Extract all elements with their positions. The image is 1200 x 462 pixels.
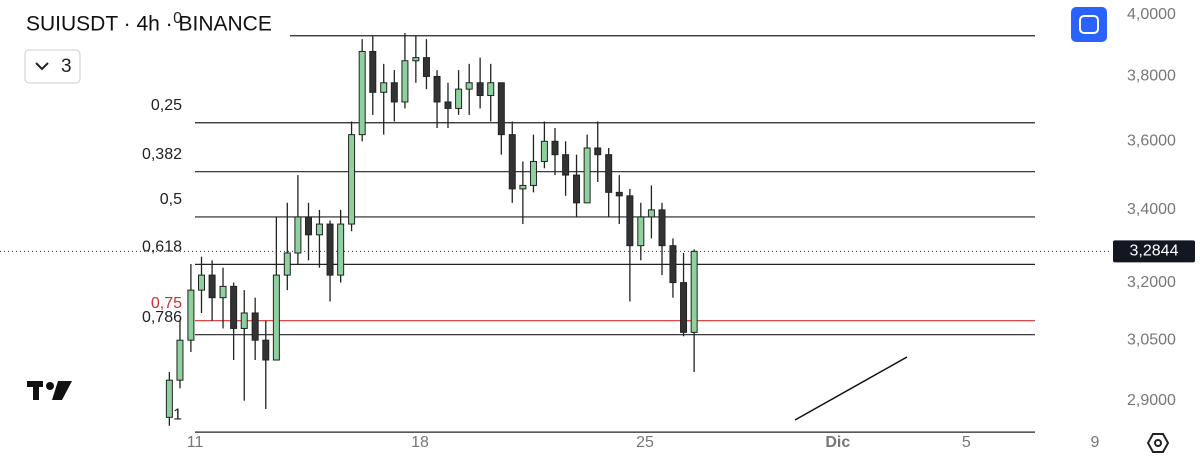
candle-body bbox=[208, 274, 216, 299]
candle-body bbox=[551, 140, 559, 156]
candle-body bbox=[348, 134, 356, 225]
candle-body bbox=[197, 274, 205, 291]
y-tick-label: 3,6000 bbox=[1127, 133, 1176, 150]
candle-body bbox=[529, 160, 537, 186]
candle-body bbox=[669, 245, 677, 284]
x-tick-label: 11 bbox=[187, 434, 204, 451]
candle-body bbox=[573, 174, 581, 204]
fib-level-label: 0,5 bbox=[160, 191, 182, 208]
candle-body bbox=[305, 216, 313, 236]
candle-body bbox=[390, 82, 398, 103]
candle-body bbox=[272, 274, 280, 361]
indicators-toggle[interactable]: 3 bbox=[24, 49, 81, 84]
candle-body bbox=[594, 147, 602, 156]
y-tick-label: 3,2000 bbox=[1127, 274, 1176, 291]
fib-level-label: 0 bbox=[173, 10, 182, 27]
y-tick-label: 4,0000 bbox=[1127, 6, 1176, 23]
candle-body bbox=[583, 147, 591, 204]
fib-level-label: 1 bbox=[173, 406, 182, 423]
y-tick-label: 3,0500 bbox=[1127, 331, 1176, 348]
candle-body bbox=[380, 82, 388, 93]
fib-level-label: 0,618 bbox=[142, 239, 182, 256]
candle-body bbox=[165, 379, 173, 418]
candle-body bbox=[401, 60, 409, 103]
candle-body bbox=[326, 223, 334, 276]
candle-body bbox=[605, 154, 613, 193]
last-price-tag bbox=[1113, 240, 1195, 263]
candle-body bbox=[562, 154, 570, 176]
last-price-label: 3,2844 bbox=[1130, 243, 1179, 260]
candle-body bbox=[358, 50, 366, 136]
candle-body bbox=[444, 101, 452, 109]
candle-body bbox=[315, 223, 323, 236]
candle-body bbox=[487, 82, 495, 97]
x-tick-label: Dic bbox=[825, 434, 850, 451]
candle-body bbox=[497, 82, 505, 136]
candle-body bbox=[240, 312, 248, 329]
candle-body bbox=[219, 285, 227, 299]
logo bbox=[27, 381, 72, 400]
y-tick-label: 3,4000 bbox=[1127, 201, 1176, 218]
candle-body bbox=[626, 195, 634, 247]
indicators-count: 3 bbox=[61, 56, 72, 77]
candle-body bbox=[294, 216, 302, 254]
candle-body bbox=[283, 252, 291, 276]
x-tick-label: 18 bbox=[411, 434, 429, 451]
y-tick-label: 2,9000 bbox=[1127, 392, 1176, 409]
fullscreen-button[interactable] bbox=[1071, 7, 1107, 42]
fib-level-label: 0,75 bbox=[151, 295, 182, 312]
candle-body bbox=[337, 223, 345, 276]
candle-body bbox=[680, 282, 688, 333]
candle-body bbox=[230, 285, 238, 329]
settings-button[interactable] bbox=[1146, 433, 1170, 453]
x-tick-label: 5 bbox=[962, 434, 971, 451]
trend-line-drawing bbox=[794, 356, 908, 421]
candle-body bbox=[433, 75, 441, 103]
candle-body bbox=[176, 339, 184, 381]
fib-level-label: 0,786 bbox=[142, 309, 182, 326]
candle-body bbox=[508, 134, 516, 190]
y-tick-label: 3,8000 bbox=[1127, 68, 1176, 85]
x-tick-label: 9 bbox=[1090, 434, 1099, 451]
candle-body bbox=[658, 209, 666, 247]
candle-body bbox=[422, 57, 430, 77]
candle-body bbox=[369, 50, 377, 93]
candle-body bbox=[476, 82, 484, 97]
candle-body bbox=[251, 312, 259, 341]
candle-body bbox=[615, 191, 623, 197]
candle-body bbox=[262, 339, 270, 361]
candle-body bbox=[465, 82, 473, 90]
candle-body bbox=[455, 88, 463, 109]
candle-body bbox=[519, 184, 527, 190]
chart-title: SUIUSDT · 4h · BINANCE bbox=[26, 13, 272, 36]
candle-body bbox=[690, 250, 698, 333]
fib-level-label: 0,382 bbox=[142, 146, 182, 163]
candle-body bbox=[637, 216, 645, 247]
candle-body bbox=[540, 140, 548, 162]
fib-level-label: 0,25 bbox=[151, 97, 182, 114]
candle-body bbox=[187, 289, 195, 341]
candle-body bbox=[412, 57, 420, 62]
candle-body bbox=[647, 209, 655, 218]
x-tick-label: 25 bbox=[636, 434, 654, 451]
